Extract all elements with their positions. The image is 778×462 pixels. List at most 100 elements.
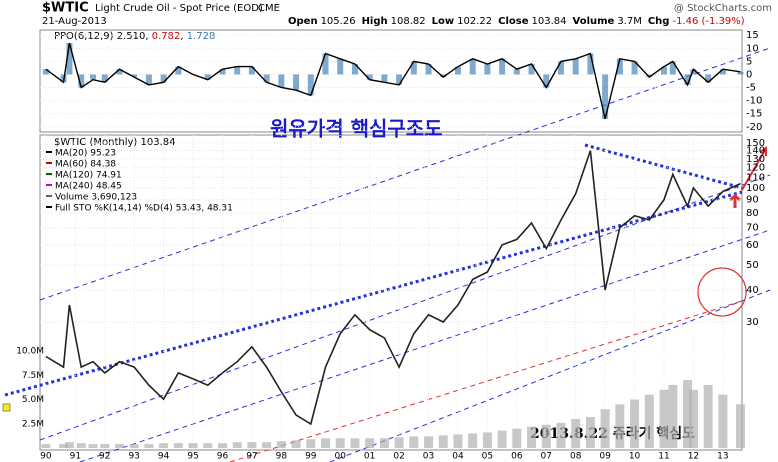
- y-tick-label: 100: [746, 183, 765, 194]
- stat-value: 105.26: [321, 16, 356, 27]
- y2-tick-label: 10.0M: [16, 347, 44, 357]
- ppo-histogram: [89, 74, 96, 80]
- stat-label: Open: [288, 16, 318, 27]
- ppo-histogram: [690, 69, 697, 75]
- y-tick-label: 110: [746, 172, 765, 183]
- date: 21-Aug-2013: [42, 16, 107, 27]
- volume-bar: [600, 409, 610, 448]
- x-tick-label: 02: [393, 452, 404, 462]
- x-tick-label: 01: [364, 452, 375, 462]
- ppo-histogram: [78, 74, 85, 88]
- stat-label: Volume: [573, 16, 615, 27]
- exchange: CME: [258, 3, 280, 14]
- volume-bar: [703, 384, 713, 448]
- legend-entry: MA(20) 95.23: [55, 149, 116, 159]
- stat-value: 3.7M: [617, 16, 642, 27]
- ppo-label: PPO(6,12,9): [54, 31, 114, 42]
- ppo-histogram: [263, 74, 270, 83]
- volume-bar: [585, 416, 595, 448]
- y-tick-label: 130: [746, 154, 765, 165]
- volume-bar: [541, 424, 551, 448]
- signal-value: 0.782: [152, 31, 181, 42]
- volume-bar: [159, 443, 169, 448]
- stat-value: 102.22: [457, 16, 492, 27]
- legend-swatch: [46, 151, 52, 153]
- y-tick-label: 60: [746, 240, 759, 251]
- ppo-histogram: [499, 58, 506, 75]
- volume-bar: [321, 438, 331, 448]
- volume-bar: [144, 444, 154, 448]
- x-tick-label: 06: [511, 452, 523, 462]
- ppo-histogram: [66, 43, 73, 75]
- x-tick-label: 92: [99, 452, 110, 462]
- volume-bar: [453, 434, 463, 448]
- legend-entry: Volume 3,690,123: [55, 193, 137, 203]
- y-tick-label: 150: [746, 138, 765, 149]
- volume-bar: [644, 394, 654, 448]
- x-tick-label: 95: [187, 452, 198, 462]
- volume-bar: [688, 389, 698, 448]
- volume-bar: [188, 443, 198, 448]
- ppo-histogram: [278, 74, 285, 88]
- volume-bar: [217, 443, 227, 448]
- y2-tick-label: 7.5M: [22, 371, 44, 381]
- volume-bar: [683, 380, 693, 448]
- volume-bar: [88, 444, 98, 448]
- ppo-histogram: [160, 74, 167, 83]
- legend-entry: MA(60) 84.38: [55, 160, 116, 170]
- ppo-histogram: [293, 74, 300, 91]
- x-tick-label: 11: [658, 452, 669, 462]
- x-tick-label: 91: [70, 452, 81, 462]
- volume-bar: [409, 436, 419, 448]
- ppo-histogram: [440, 74, 447, 78]
- volume-bar: [276, 441, 286, 448]
- ppo-histogram: [661, 66, 667, 75]
- volume-bar: [335, 438, 345, 448]
- y-tick-label: 0: [746, 69, 752, 80]
- ppo-histogram: [587, 53, 594, 75]
- y-tick-label: 120: [746, 163, 765, 174]
- volume-bar: [659, 389, 669, 448]
- x-tick-label: 93: [128, 452, 139, 462]
- channels: [2, 47, 771, 462]
- x-tick-label: 05: [482, 452, 493, 462]
- ppo-histogram: [42, 69, 49, 75]
- ppo-histogram: [381, 74, 388, 83]
- y-tick-label: 5: [746, 56, 752, 67]
- ppo-histogram: [646, 74, 653, 78]
- ppo-histogram: [204, 74, 211, 80]
- legend-swatch: [46, 173, 52, 175]
- volume-bar: [630, 399, 640, 448]
- ppo-histogram: [131, 74, 138, 78]
- x-tick-label: 96: [217, 452, 229, 462]
- ppo-histogram: [469, 58, 476, 75]
- x-tick-label: 03: [423, 452, 434, 462]
- ppo-histogram: [145, 74, 152, 85]
- y2-tick-label: 5.0M: [22, 395, 44, 405]
- y-tick-label: 140: [746, 146, 765, 157]
- stat-value: -1.46 (-1.39%): [672, 16, 744, 27]
- x-tick-label: 09: [599, 452, 611, 462]
- ppo-histogram: [719, 69, 726, 75]
- y-tick-label: -15: [746, 109, 762, 120]
- ppo-histogram: [669, 61, 676, 75]
- y2-tick-label: 2.5M: [22, 419, 44, 429]
- y-tick-label: 30: [746, 317, 759, 328]
- volume-bar: [365, 438, 375, 448]
- legend-entry: MA(120) 74.91: [55, 171, 122, 181]
- volume-bar: [129, 444, 139, 448]
- ppo-histogram: [425, 64, 432, 75]
- x-tick-label: 12: [688, 452, 699, 462]
- volume-bar: [482, 432, 492, 448]
- volume-bar: [350, 438, 360, 448]
- price-title: $WTIC (Monthly) 103.84: [54, 137, 175, 148]
- volume-bar: [76, 443, 86, 448]
- volume-bar: [59, 444, 69, 448]
- legend-swatch: [46, 162, 52, 164]
- volume-bar: [497, 430, 507, 448]
- y-tick-label: 15: [746, 30, 759, 41]
- x-tick-label: 13: [717, 452, 728, 462]
- legend-swatch: [46, 206, 52, 208]
- volume-bar: [203, 443, 213, 448]
